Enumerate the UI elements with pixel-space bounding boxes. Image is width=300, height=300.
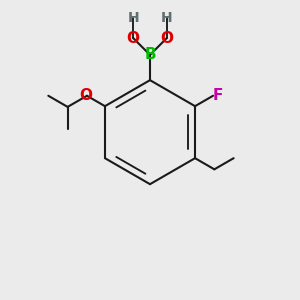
Text: O: O bbox=[127, 31, 140, 46]
Text: B: B bbox=[144, 47, 156, 62]
Text: H: H bbox=[161, 11, 172, 25]
Text: O: O bbox=[160, 31, 173, 46]
Text: O: O bbox=[79, 88, 92, 103]
Text: H: H bbox=[128, 11, 139, 25]
Text: F: F bbox=[212, 88, 223, 103]
